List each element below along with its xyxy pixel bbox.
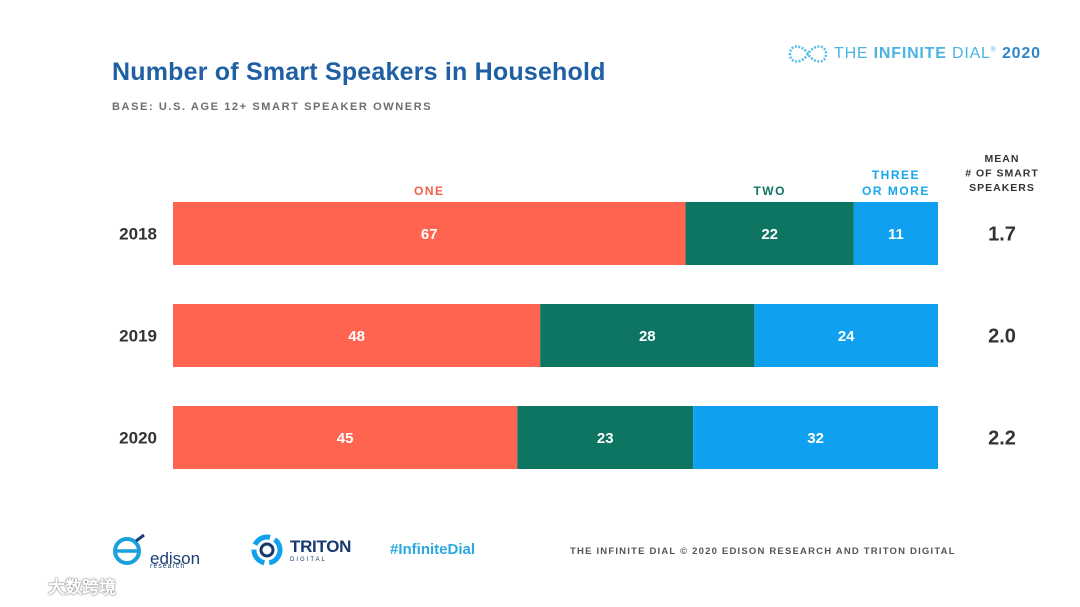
mean-header-line: SPEAKERS [969,182,1035,194]
year-label: 2019 [119,327,157,346]
chart-title: Number of Smart Speakers in Household [112,58,606,86]
chart-row-2020: 2020 45 23 32 2.2 [119,406,1016,469]
watermark: 大数跨境 [8,573,116,598]
footer: edison research TRITON DIGITAL #Infinite… [0,525,1080,585]
chat-bubble-icon [9,575,41,593]
infinite-dial-brand: THE INFINITE DIAL® 2020 [788,42,1041,66]
legend-label-0: ONE [414,184,445,198]
bar-segment-two [540,304,755,367]
edison-e-icon [113,533,145,565]
bar-value-label: 32 [807,430,824,447]
triton-sub: DIGITAL [290,557,327,563]
chart-row-2019: 2019 48 28 24 2.0 [119,304,1016,367]
bar-segment-two [517,406,694,469]
edison-logo: edison research [112,533,201,570]
chart-rows: 2018 67 22 11 1.7 2019 48 28 24 2.0 2020 45 23 32 2.2 [119,202,1016,469]
mean-header-line: MEAN [985,153,1020,165]
chart-subtitle: BASE: U.S. AGE 12+ SMART SPEAKER OWNERS [112,101,433,113]
year-label: 2018 [119,225,157,244]
brand-title: THE INFINITE DIAL® 2020 [834,45,1041,62]
triton-logo: TRITON DIGITAL [250,533,351,567]
bar-value-label: 22 [761,226,778,243]
bar-value-label: 11 [888,226,904,243]
mean-value: 1.7 [988,224,1016,246]
bar-value-label: 24 [838,328,855,345]
bar-value-label: 23 [597,430,614,447]
mean-header: MEAN # OF SMART SPEAKERS [965,153,1039,194]
bar-segment-one [173,406,518,469]
infinity-logo-icon [788,45,828,63]
year-label: 2020 [119,429,157,448]
copyright-text: THE INFINITE DIAL © 2020 EDISON RESEARCH… [570,546,956,557]
mean-value: 2.2 [988,428,1016,450]
edison-name: edison [150,549,201,568]
hashtag[interactable]: #InfiniteDial [390,541,476,558]
edison-sub: research [150,563,186,570]
triton-name: TRITON [290,537,352,556]
bar-segment-three-or-more [693,406,938,469]
chart-row-2018: 2018 67 22 11 1.7 [119,202,1016,265]
bar-segment-two [685,202,854,265]
triton-ring-icon [251,534,283,566]
bar-value-label: 67 [421,226,438,243]
legend-label-2: OR MORE [862,184,930,198]
bar-value-label: 45 [337,430,354,447]
mean-value: 2.0 [988,326,1016,348]
bar-segment-one [173,304,541,367]
legend-label-2: THREE [872,168,920,182]
series-legend: ONE TWO THREE OR MORE [414,168,930,198]
bar-segment-three-or-more [853,202,938,265]
bar-value-label: 28 [639,328,656,345]
mean-header-line: # OF SMART [965,168,1039,180]
legend-label-1: TWO [753,184,786,198]
bar-segment-three-or-more [754,304,938,367]
bar-value-label: 48 [348,328,365,345]
bar-segment-one [173,202,686,265]
stacked-bar-chart: ONE TWO THREE OR MORE MEAN # OF SMART SPEAKER… [119,153,1039,469]
watermark-text: 大数跨境 [48,578,116,597]
